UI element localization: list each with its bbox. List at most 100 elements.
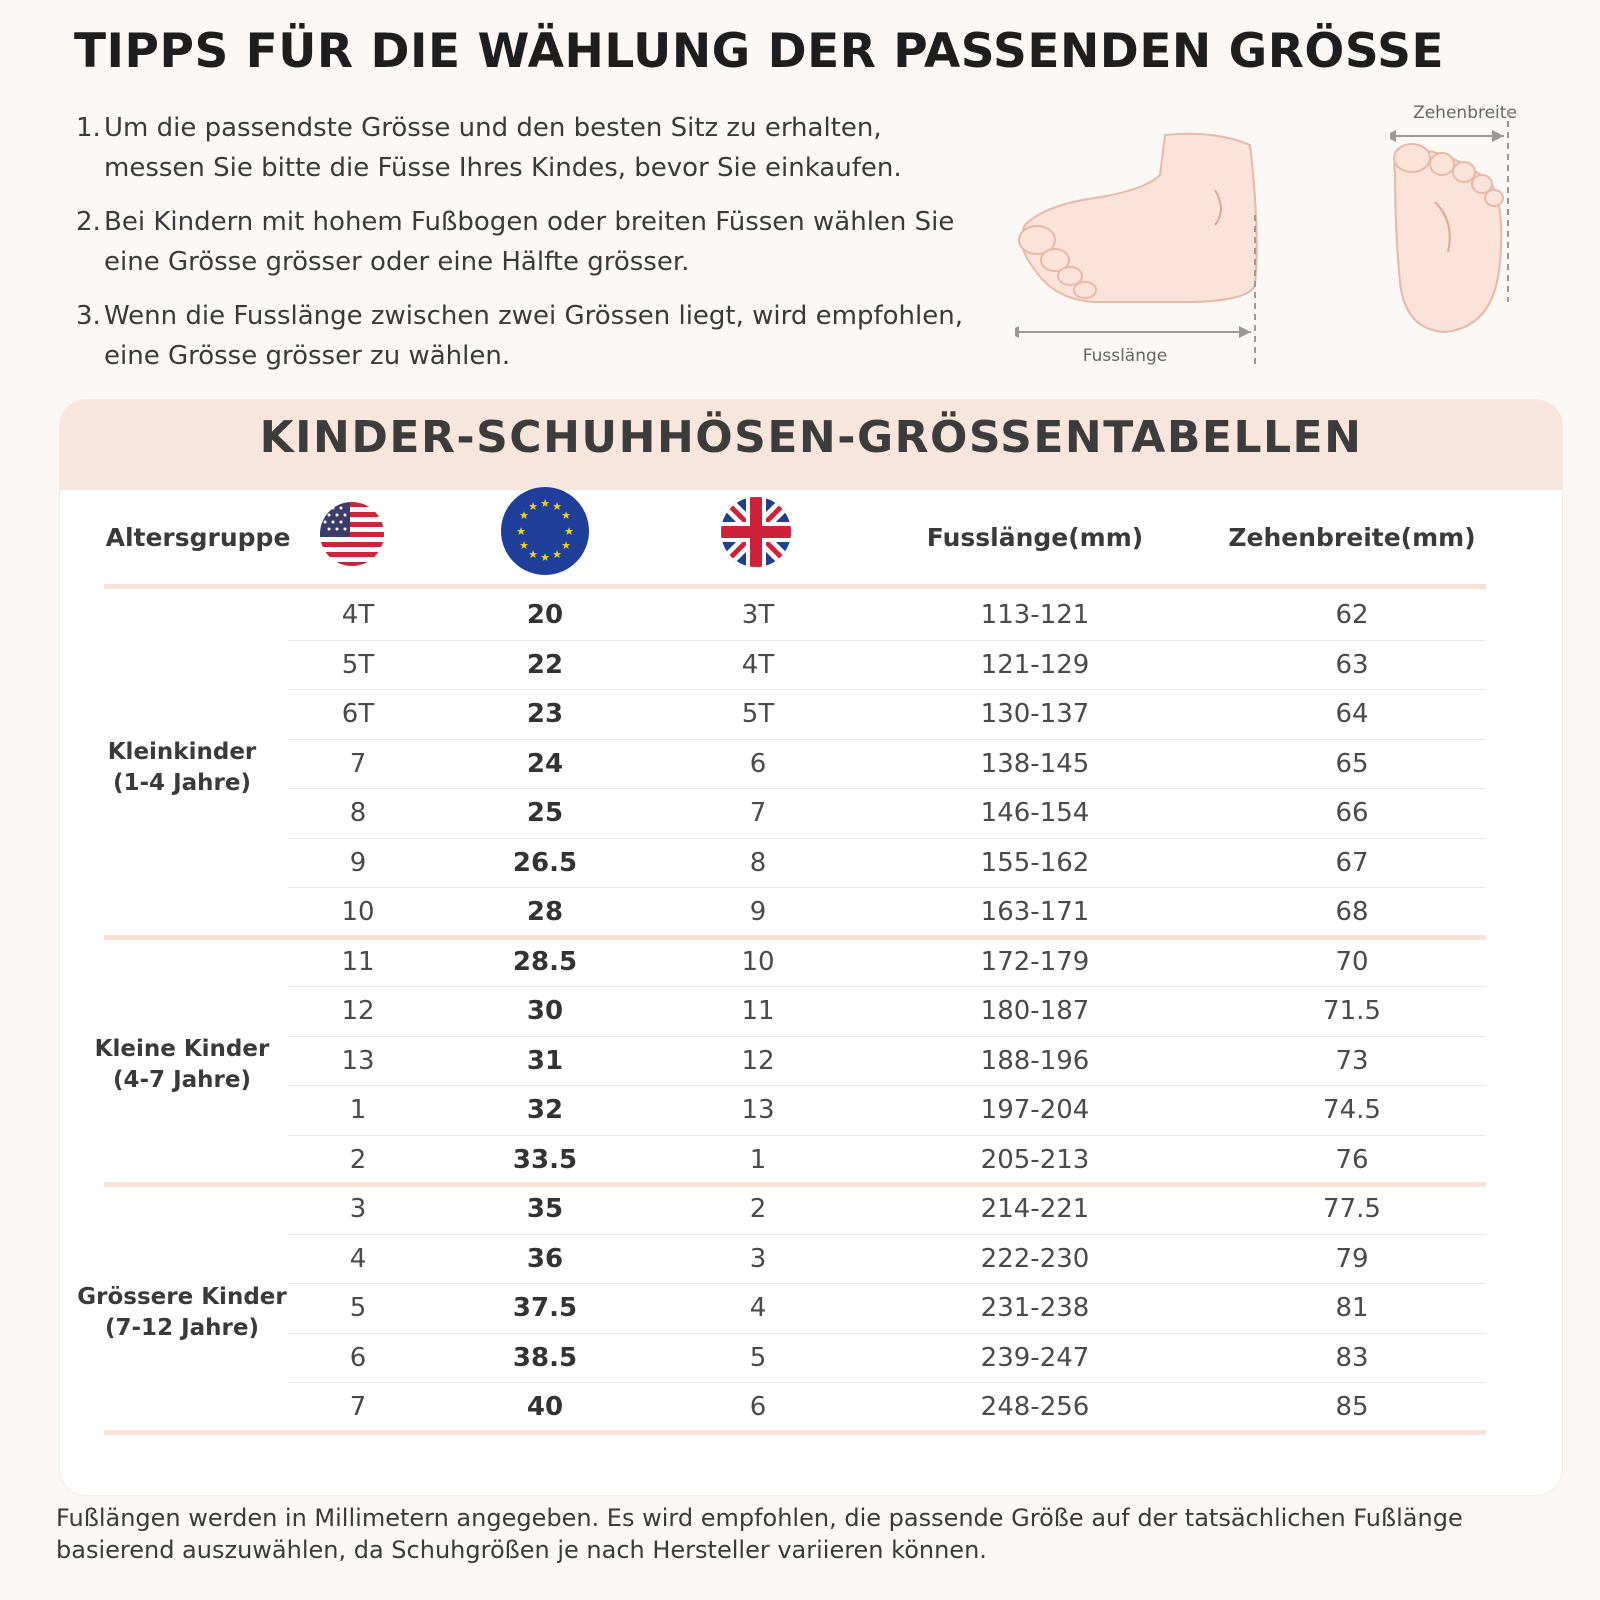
row-divider: [288, 986, 1486, 987]
cell-uk: 8: [749, 847, 767, 878]
row-divider: [288, 1283, 1486, 1284]
cell-eu: 33.5: [512, 1144, 578, 1175]
svg-text:★: ★: [519, 509, 529, 522]
cell-eu: 20: [526, 600, 564, 630]
row-divider: [288, 1233, 1486, 1235]
svg-text:★: ★: [561, 509, 571, 522]
svg-text:★: ★: [528, 548, 538, 561]
cell-width: 65: [1335, 748, 1369, 779]
row-divider: [288, 689, 1486, 690]
cell-us: 12: [341, 996, 375, 1026]
row-divider: [288, 1035, 1486, 1037]
cell-length: 113-121: [980, 600, 1090, 630]
cell-us: 6T: [341, 699, 375, 729]
row-divider: [288, 1382, 1486, 1383]
tips-list: 1. Um die passendste Grösse und den beste…: [76, 108, 976, 390]
eu-flag-icon: ★ ★★ ★★★ ★★★ ★★★: [501, 487, 589, 575]
row-divider: [288, 639, 1486, 641]
cell-length: 180-187: [980, 996, 1090, 1026]
cell-eu: 30: [526, 996, 564, 1026]
svg-text:★: ★: [528, 500, 538, 513]
age-group-label: Kleinkinder (1-4 Jahre): [107, 739, 257, 797]
cell-us: 1: [349, 1095, 367, 1125]
cell-uk: 13: [741, 1095, 775, 1125]
tip-number: 2.: [76, 207, 101, 237]
cell-uk: 6: [749, 748, 767, 779]
svg-text:★: ★: [516, 525, 526, 538]
cell-eu: 22: [526, 649, 564, 680]
group-divider: [104, 584, 1486, 589]
foot-side-icon: [1018, 132, 1258, 303]
cell-uk: 5: [749, 1342, 767, 1373]
cell-width: 79: [1335, 1243, 1369, 1274]
cell-uk: 4T: [741, 649, 775, 680]
age-group-label: Grössere Kinder (7-12 Jahre): [77, 1283, 287, 1341]
table-title-band: KINDER-SCHUHHÖSEN-GRÖSSENTABELLEN: [60, 400, 1562, 490]
cell-uk: 7: [749, 798, 767, 828]
cell-length: 197-204: [980, 1095, 1090, 1125]
tip-text: Bei Kindern mit hohem Fußbogen oder brei…: [104, 207, 955, 277]
cell-us: 6: [349, 1342, 367, 1373]
cell-us: 13: [341, 1045, 375, 1076]
cell-uk: 2: [749, 1194, 767, 1224]
cell-length: 163-171: [980, 897, 1090, 927]
tip-text: Wenn die Fusslänge zwischen zwei Grössen…: [104, 301, 963, 371]
cell-length: 214-221: [980, 1194, 1090, 1224]
cell-width: 73: [1335, 1045, 1369, 1076]
cell-uk: 10: [741, 946, 775, 977]
cell-width: 70: [1335, 946, 1369, 977]
group-divider: [104, 1182, 1486, 1187]
tip-item: 2. Bei Kindern mit hohem Fußbogen oder br…: [76, 202, 976, 282]
cell-length: 138-145: [980, 748, 1090, 779]
svg-text:★: ★: [519, 539, 529, 552]
row-divider: [288, 1134, 1486, 1136]
cell-length: 248-256: [980, 1392, 1090, 1422]
cell-width: 76: [1335, 1144, 1369, 1175]
footnote: Fußlängen werden in Millimetern angegebe…: [56, 1504, 1463, 1564]
cell-eu: 28.5: [512, 946, 578, 977]
cell-eu: 24: [526, 748, 564, 779]
cell-us: 11: [341, 946, 375, 977]
cell-eu: 26.5: [512, 847, 578, 878]
cell-uk: 3: [749, 1243, 767, 1274]
cell-length: 172-179: [980, 946, 1090, 977]
cell-us: 9: [349, 847, 367, 878]
cell-uk: 9: [749, 897, 767, 927]
age-group-label: Kleine Kinder (4-7 Jahre): [94, 1036, 270, 1094]
tip-text: Um die passendste Grösse und den besten …: [104, 113, 902, 183]
cell-eu: 35: [526, 1194, 564, 1224]
cell-uk: 3T: [741, 600, 775, 630]
header-zehenbreite: Zehenbreite(mm): [1228, 523, 1476, 552]
tip-item: 3. Wenn die Fusslänge zwischen zwei Gröss…: [76, 296, 976, 376]
foot-top-icon: [1393, 143, 1504, 334]
cell-length: 231-238: [980, 1293, 1090, 1323]
cell-eu: 28: [526, 897, 564, 927]
cell-width: 81: [1335, 1293, 1369, 1323]
cell-eu: 25: [526, 798, 564, 828]
header-altersgruppe: Altersgruppe: [105, 523, 291, 552]
us-flag-icon: [320, 502, 384, 566]
cell-width: 85: [1335, 1392, 1369, 1422]
cell-eu: 40: [526, 1392, 564, 1422]
cell-eu: 38.5: [512, 1342, 578, 1373]
svg-text:★: ★: [561, 539, 571, 552]
uk-flag-icon: [721, 497, 791, 567]
cell-eu: 36: [526, 1243, 564, 1274]
cell-width: 63: [1335, 649, 1369, 680]
row-divider: [288, 738, 1486, 740]
table-title: KINDER-SCHUHHÖSEN-GRÖSSENTABELLEN: [259, 412, 1363, 463]
cell-us: 3: [349, 1194, 367, 1224]
svg-text:★: ★: [564, 525, 574, 538]
cell-us: 5: [349, 1293, 367, 1323]
cell-uk: 4: [749, 1293, 767, 1323]
cell-eu: 32: [526, 1095, 564, 1125]
size-table-card: KINDER-SCHUHHÖSEN-GRÖSSENTABELLEN Alters…: [60, 400, 1562, 1495]
cell-width: 64: [1335, 699, 1369, 729]
cell-width: 68: [1335, 897, 1369, 927]
cell-length: 146-154: [980, 798, 1090, 828]
cell-uk: 6: [749, 1392, 767, 1422]
header-fusslaenge: Fusslänge(mm): [926, 523, 1144, 552]
cell-width: 71.5: [1323, 996, 1381, 1026]
cell-us: 7: [349, 1392, 367, 1422]
group-divider: [104, 934, 1486, 940]
